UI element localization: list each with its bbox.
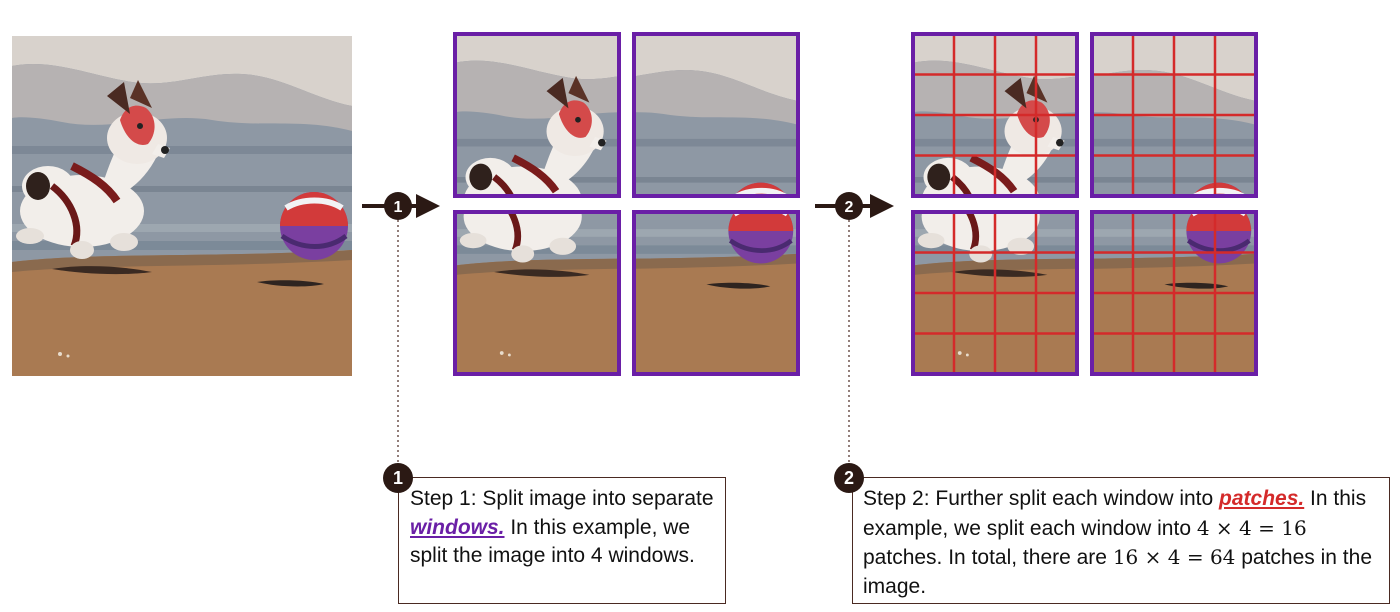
step-2-mid1: In this example, we split each window in… [863, 487, 1367, 540]
step-2-tail: patches in the image. [863, 546, 1372, 598]
windows-keyword: windows. [410, 515, 505, 539]
step-1-badge: 1 [383, 463, 413, 493]
step-1-tail: In this example, we split the image into… [410, 515, 695, 568]
step-2-lead: Step 2: Further split each window into [863, 487, 1220, 510]
arrow-step-2: 2 [815, 192, 894, 220]
step-2-badge: 2 [834, 463, 864, 493]
windows-grid [453, 32, 800, 376]
svg-text:1: 1 [394, 199, 403, 216]
step-1-callout: Step 1: Split image into separate window… [398, 477, 726, 604]
step-2-callout: Step 2: Further split each window into p… [852, 477, 1390, 604]
svg-text:2: 2 [845, 199, 854, 216]
total-patches-equation: 16 × 4 = 64 [1112, 545, 1236, 569]
patches-keyword: patches. [1219, 487, 1305, 510]
step-2-mid2: patches. In total, there are [863, 546, 1113, 569]
patches-grid [911, 32, 1258, 376]
step-1-lead: Step 1: Split image into separate [410, 487, 714, 510]
patches-per-window-equation: 4 × 4 = 16 [1196, 515, 1307, 540]
arrow-step-1: 1 [362, 192, 440, 220]
original-image [12, 36, 352, 376]
